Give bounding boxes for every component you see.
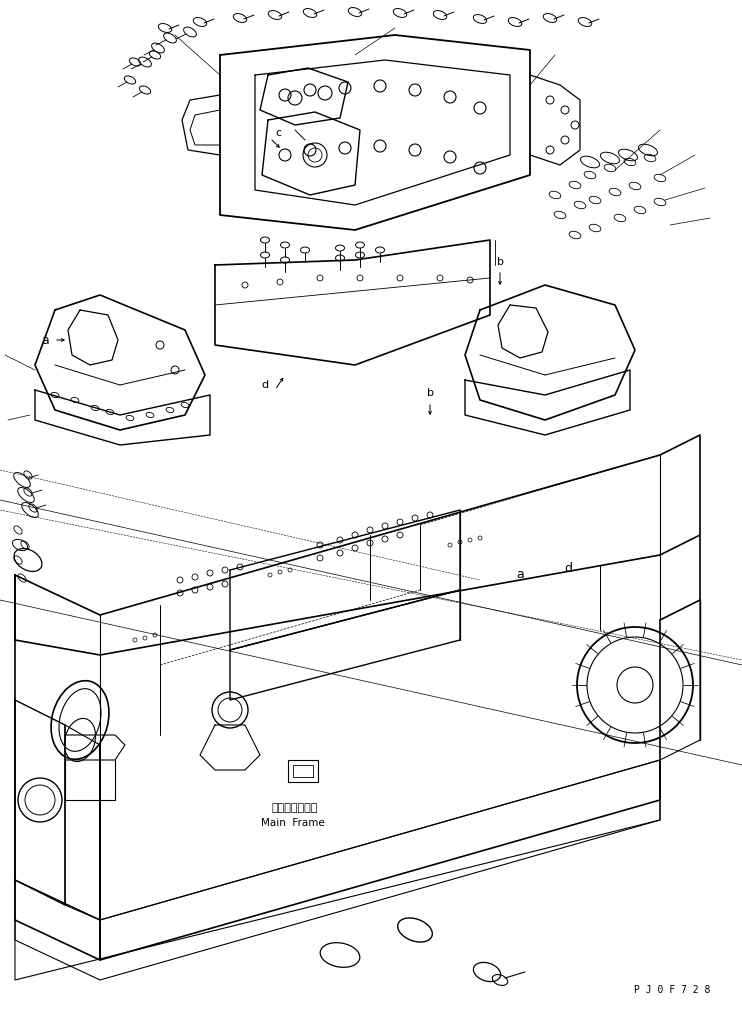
Text: P J 0 F 7 2 8: P J 0 F 7 2 8	[634, 985, 710, 995]
Text: メインフレーム: メインフレーム	[272, 803, 318, 813]
Text: d: d	[564, 561, 572, 574]
Text: d: d	[261, 380, 269, 390]
Bar	[288, 760, 318, 782]
Text: Main  Frame: Main Frame	[261, 818, 325, 828]
Text: b: b	[496, 257, 504, 267]
Text: a: a	[516, 568, 524, 582]
Text: a: a	[41, 334, 49, 346]
Text: b: b	[427, 388, 433, 398]
Bar	[293, 765, 313, 777]
Text: c: c	[275, 128, 281, 138]
